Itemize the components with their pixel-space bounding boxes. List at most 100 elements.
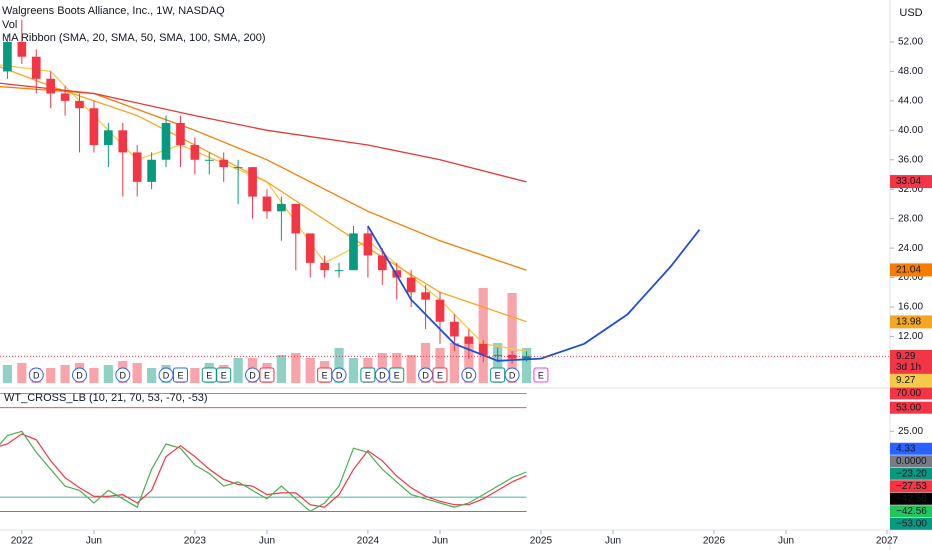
indicator-label-bg bbox=[890, 517, 932, 530]
event-circle bbox=[331, 367, 347, 383]
event-marker[interactable]: D bbox=[331, 367, 347, 383]
indicator-label: −42.56 bbox=[896, 506, 927, 517]
y-tick-label: 52.00 bbox=[898, 37, 923, 48]
candle-body bbox=[363, 233, 373, 256]
event-circle bbox=[72, 367, 88, 383]
y-tick-label: 48.00 bbox=[898, 66, 923, 77]
volume-bar bbox=[521, 348, 532, 383]
candle-body bbox=[421, 292, 430, 300]
event-marker[interactable]: E bbox=[533, 367, 549, 383]
candle-body bbox=[349, 233, 358, 271]
y-tick-label: 32.00 bbox=[898, 184, 923, 195]
volume-bar bbox=[103, 365, 113, 383]
volume-bar bbox=[348, 358, 359, 383]
indicator-label-bg bbox=[890, 455, 932, 468]
candle-body bbox=[291, 203, 301, 234]
currency[interactable]: USD bbox=[899, 7, 922, 19]
event-label: D bbox=[379, 370, 386, 380]
volume-bar bbox=[420, 343, 431, 383]
indicator-label: 70.00 bbox=[896, 388, 921, 399]
chart-title: Walgreens Boots Alliance, Inc., 1W, NASD… bbox=[2, 5, 225, 17]
event-marker[interactable]: D bbox=[72, 367, 88, 383]
candle-body bbox=[147, 159, 156, 182]
event-marker[interactable]: D bbox=[158, 367, 174, 383]
x-tick-label: 2027 bbox=[876, 536, 899, 547]
price-label-bg bbox=[890, 349, 932, 374]
event-marker[interactable]: D bbox=[115, 367, 131, 383]
volume-bar bbox=[2, 365, 13, 383]
indicator-label: −42.56 bbox=[896, 493, 927, 504]
volume-bar bbox=[233, 358, 243, 383]
candle-body bbox=[277, 203, 286, 212]
event-label: D bbox=[33, 370, 40, 380]
indicator-label-bg bbox=[890, 480, 932, 493]
candle-body bbox=[132, 152, 142, 182]
candle-body bbox=[478, 343, 488, 355]
event-box bbox=[172, 367, 188, 383]
indicator-label-bg bbox=[890, 505, 932, 518]
indicator-label: 0.0000 bbox=[896, 456, 927, 467]
wt-line bbox=[0, 430, 527, 513]
x-tick-label: Jun bbox=[432, 536, 448, 547]
event-circle bbox=[461, 367, 477, 383]
event-marker[interactable]: E bbox=[172, 367, 188, 383]
volume-bar bbox=[493, 343, 503, 383]
event-marker[interactable]: D bbox=[418, 367, 434, 383]
x-tick-label: Jun bbox=[259, 536, 275, 547]
event-label: D bbox=[336, 370, 343, 380]
price-label: 9.27 bbox=[896, 375, 916, 386]
event-marker[interactable]: D bbox=[504, 367, 520, 383]
y-tick-label: 36.00 bbox=[898, 154, 923, 165]
candle-body bbox=[493, 354, 503, 356]
volume-bar bbox=[464, 338, 474, 383]
event-marker[interactable]: E bbox=[360, 367, 376, 383]
indicator-label-bg bbox=[890, 387, 932, 400]
candle-body bbox=[248, 167, 257, 197]
x-tick-label: Jun bbox=[605, 536, 621, 547]
candle-body bbox=[60, 93, 70, 101]
event-marker[interactable]: D bbox=[461, 367, 477, 383]
event-label: E bbox=[538, 370, 544, 380]
indicator-label-bg bbox=[890, 401, 932, 414]
volume-label: Vol bbox=[2, 19, 17, 31]
indicator-label: −53.00 bbox=[896, 518, 927, 529]
y-tick-label: 24.00 bbox=[898, 243, 923, 254]
volume-bar bbox=[46, 368, 56, 383]
event-marker[interactable]: E bbox=[259, 367, 275, 383]
event-label: E bbox=[221, 370, 227, 380]
price-label-bg bbox=[890, 373, 932, 387]
y-tick-label: 20.00 bbox=[898, 272, 923, 283]
indicator-label-bg bbox=[890, 492, 932, 505]
price-label-bg bbox=[890, 315, 932, 329]
event-marker[interactable]: D bbox=[28, 367, 44, 383]
indicator-label: −23.20 bbox=[896, 468, 927, 479]
event-label: D bbox=[76, 370, 83, 380]
candle-body bbox=[219, 159, 229, 168]
event-marker[interactable]: E bbox=[432, 367, 448, 383]
volume-bar bbox=[276, 355, 287, 383]
event-marker[interactable]: E bbox=[389, 367, 405, 383]
event-label: D bbox=[509, 370, 516, 380]
candle-body bbox=[305, 233, 315, 263]
x-tick-label: 2026 bbox=[703, 536, 726, 547]
ma-label: MA Ribbon (SMA, 20, SMA, 50, SMA, 100, S… bbox=[2, 32, 266, 44]
wt-line bbox=[0, 433, 527, 508]
x-tick-label: Jun bbox=[86, 536, 102, 547]
candle-body bbox=[17, 41, 27, 57]
event-label: E bbox=[394, 370, 400, 380]
volume-bar bbox=[305, 358, 315, 383]
event-marker[interactable]: D bbox=[245, 367, 261, 383]
event-marker[interactable]: E bbox=[490, 367, 506, 383]
candle-body bbox=[161, 122, 171, 160]
event-marker[interactable]: D bbox=[374, 367, 390, 383]
candle-body bbox=[75, 100, 84, 109]
event-marker[interactable]: E bbox=[201, 367, 217, 383]
event-label: D bbox=[249, 370, 256, 380]
volume-bar bbox=[132, 363, 142, 383]
event-marker[interactable]: E bbox=[317, 367, 333, 383]
event-marker[interactable]: E bbox=[216, 367, 232, 383]
event-box bbox=[533, 367, 549, 383]
candle-body bbox=[190, 145, 200, 160]
ma-line bbox=[0, 82, 527, 183]
price-label-bg bbox=[890, 175, 932, 189]
